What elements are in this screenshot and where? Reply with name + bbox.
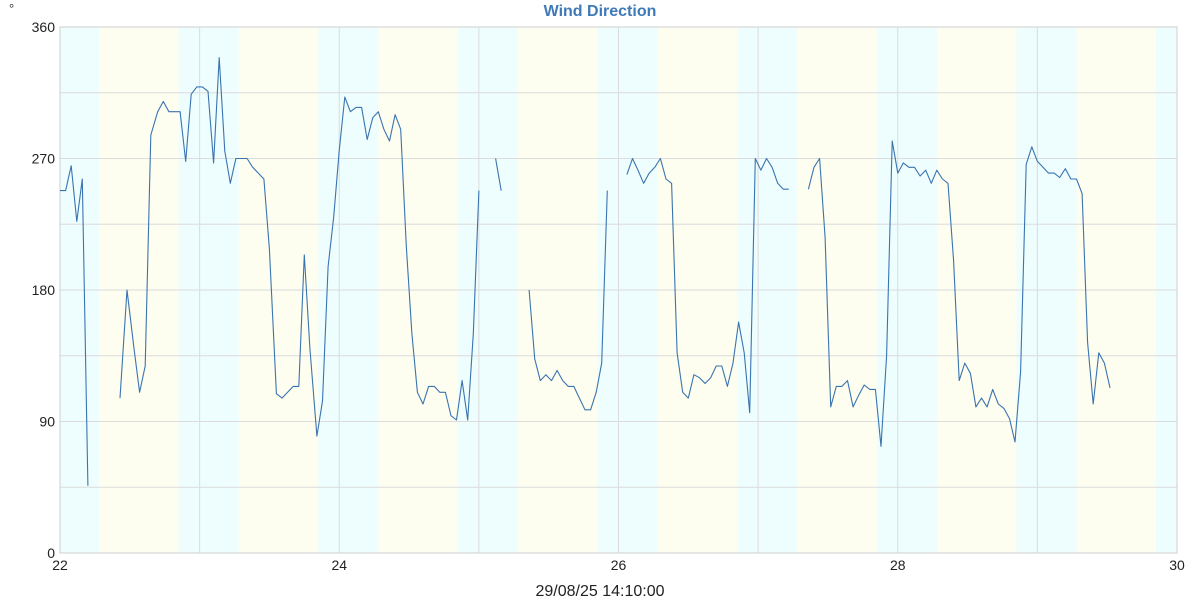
x-tick-label: 30 (1169, 557, 1185, 573)
series-line-segment (626, 157, 789, 414)
x-tick-label: 26 (611, 557, 627, 573)
x-tick-label: 22 (52, 557, 68, 573)
y-axis: 0 90 180 270 360 (32, 19, 56, 561)
x-axis: 22 24 26 28 30 (52, 557, 1185, 573)
series-line-segment (807, 140, 1111, 447)
timestamp-footer: 29/08/25 14:10:00 (535, 583, 665, 600)
x-tick-label: 24 (331, 557, 347, 573)
series-lines (60, 57, 1111, 486)
chart-title: Wind Direction (543, 3, 657, 20)
y-tick-label: 360 (32, 19, 56, 35)
y-tick-label: 180 (32, 282, 56, 298)
plot-border (59, 26, 1178, 554)
y-tick-label: 90 (39, 414, 55, 430)
y-tick-label: 270 (32, 151, 56, 167)
series-line-segment (119, 57, 480, 437)
grid-lines (59, 26, 1178, 554)
unit-label: ° (9, 1, 15, 16)
x-tick-label: 28 (890, 557, 906, 573)
y-tick-label: 0 (47, 545, 55, 561)
series-line-segment (60, 165, 89, 486)
series-line-segment (495, 158, 502, 191)
series-line-segment (528, 190, 608, 411)
